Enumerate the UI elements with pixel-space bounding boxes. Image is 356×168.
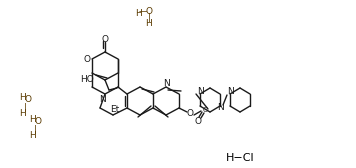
Text: N: N <box>163 78 169 88</box>
Text: Et: Et <box>110 104 120 114</box>
Text: H: H <box>28 116 35 124</box>
Text: |: | <box>33 124 36 134</box>
Text: H: H <box>28 131 35 139</box>
Text: H: H <box>19 93 25 101</box>
Text: N: N <box>197 88 203 96</box>
Text: H: H <box>146 18 152 28</box>
Text: C: C <box>203 107 208 113</box>
Text: H: H <box>135 10 141 18</box>
Text: —: — <box>139 8 147 16</box>
Text: O: O <box>35 117 42 127</box>
Text: N: N <box>216 103 223 113</box>
Text: O: O <box>194 116 201 125</box>
Text: H: H <box>19 109 25 117</box>
Text: N: N <box>100 94 106 103</box>
Text: N: N <box>227 88 234 96</box>
Text: O: O <box>25 95 31 104</box>
Text: HO: HO <box>80 74 94 83</box>
Text: |: | <box>23 102 26 112</box>
Text: O: O <box>146 8 152 16</box>
Text: |: | <box>148 13 151 23</box>
Text: H−Cl: H−Cl <box>226 153 254 163</box>
Text: O: O <box>187 110 194 118</box>
Text: O: O <box>84 54 90 64</box>
Text: O: O <box>101 34 109 44</box>
